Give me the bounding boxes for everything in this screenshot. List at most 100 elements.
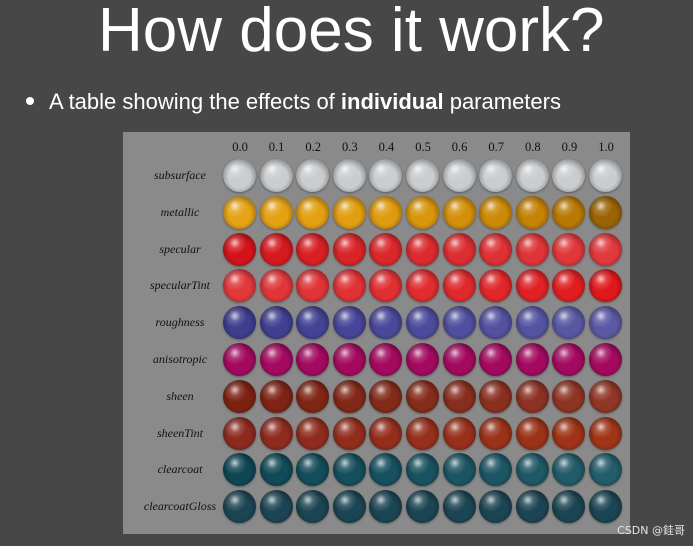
material-sphere	[589, 159, 622, 192]
material-sphere	[332, 269, 366, 303]
material-sphere	[515, 159, 549, 192]
material-sphere	[406, 159, 439, 192]
material-sphere	[332, 159, 366, 192]
material-sphere	[479, 306, 513, 340]
column-label: 0.6	[451, 140, 468, 154]
material-sphere	[223, 453, 256, 487]
material-sphere	[552, 159, 586, 192]
material-sphere	[332, 490, 366, 524]
material-sphere	[442, 453, 476, 487]
material-sphere	[406, 232, 439, 266]
bullet-text-suffix: parameters	[443, 89, 561, 114]
material-sphere	[406, 269, 439, 303]
material-sphere	[369, 379, 403, 413]
material-sphere	[223, 269, 256, 303]
material-sphere	[369, 490, 403, 524]
material-sphere	[552, 490, 586, 524]
row-label: clearcoatGloss	[143, 499, 217, 514]
material-sphere	[296, 453, 330, 487]
material-sphere	[515, 453, 549, 487]
material-sphere	[442, 343, 476, 376]
material-sphere	[589, 232, 622, 266]
material-sphere	[369, 232, 403, 266]
material-sphere	[223, 379, 256, 413]
material-sphere	[406, 416, 439, 450]
material-sphere	[259, 306, 293, 340]
material-sphere	[406, 195, 439, 229]
column-label: 0.5	[415, 140, 431, 154]
material-sphere	[296, 343, 330, 376]
material-sphere	[552, 195, 586, 229]
material-sphere	[259, 416, 293, 450]
bullet-point: A table showing the effects of individua…	[26, 89, 561, 115]
bullet-text-bold: individual	[340, 89, 444, 114]
material-sphere	[589, 453, 622, 487]
material-sphere	[259, 159, 293, 192]
material-sphere	[442, 195, 476, 229]
row-label: roughness	[155, 315, 205, 330]
material-sphere	[515, 306, 549, 340]
material-sphere	[442, 490, 476, 524]
material-sphere	[442, 416, 476, 450]
material-sphere	[369, 195, 403, 229]
material-sphere	[332, 379, 366, 413]
column-label: 0.4	[378, 140, 395, 154]
material-sphere	[442, 379, 476, 413]
material-sphere	[589, 306, 622, 340]
material-sphere	[515, 379, 549, 413]
material-sphere	[552, 343, 586, 376]
column-label: 0.1	[268, 140, 285, 154]
bullet-icon	[26, 97, 34, 106]
material-sphere	[442, 159, 476, 192]
material-sphere	[369, 453, 403, 487]
parameter-table-image: 0.0 0.1 0.2 0.3 0.4 0.5 0.6 0.7 0.8 0.9 1.0 subsurf…	[123, 132, 630, 534]
row-label: specular	[159, 241, 201, 256]
material-sphere	[259, 379, 293, 413]
material-sphere	[406, 379, 439, 413]
column-label: 0.2	[305, 140, 321, 154]
material-sphere	[259, 232, 293, 266]
material-sphere	[369, 306, 403, 340]
material-sphere	[296, 490, 330, 524]
material-sphere	[296, 269, 330, 303]
column-label: 0.7	[488, 140, 504, 154]
material-sphere	[259, 195, 293, 229]
material-sphere	[515, 416, 549, 450]
material-sphere	[296, 195, 330, 229]
column-label: 0.8	[524, 140, 541, 154]
material-sphere	[223, 343, 256, 376]
column-label: 0.3	[341, 140, 358, 154]
material-sphere	[223, 232, 256, 266]
material-sphere	[369, 269, 403, 303]
material-sphere	[515, 195, 549, 229]
material-sphere	[406, 453, 439, 487]
material-sphere	[515, 343, 549, 376]
material-sphere	[332, 195, 366, 229]
material-sphere	[332, 306, 366, 340]
material-sphere	[296, 232, 330, 266]
bullet-text-prefix: A table showing the effects of	[49, 89, 341, 114]
material-sphere	[552, 269, 586, 303]
material-sphere	[223, 306, 256, 340]
material-sphere	[479, 195, 513, 229]
material-sphere	[515, 269, 549, 303]
material-sphere	[332, 232, 366, 266]
slide-title: How does it work?	[98, 0, 605, 65]
material-sphere	[332, 453, 366, 487]
material-sphere	[332, 416, 366, 450]
material-sphere	[589, 343, 622, 376]
material-sphere	[589, 416, 622, 450]
material-sphere	[552, 416, 586, 450]
material-sphere	[589, 379, 622, 413]
material-sphere	[369, 159, 403, 192]
watermark: CSDN @銈哥	[617, 524, 685, 537]
material-sphere	[296, 379, 330, 413]
material-sphere	[296, 416, 330, 450]
material-sphere	[589, 195, 622, 229]
material-sphere	[223, 490, 256, 524]
material-sphere	[515, 490, 549, 524]
material-sphere	[296, 159, 330, 192]
material-sphere	[259, 453, 293, 487]
row-label: specularTint	[149, 278, 210, 293]
row-label: subsurface	[154, 168, 206, 182]
